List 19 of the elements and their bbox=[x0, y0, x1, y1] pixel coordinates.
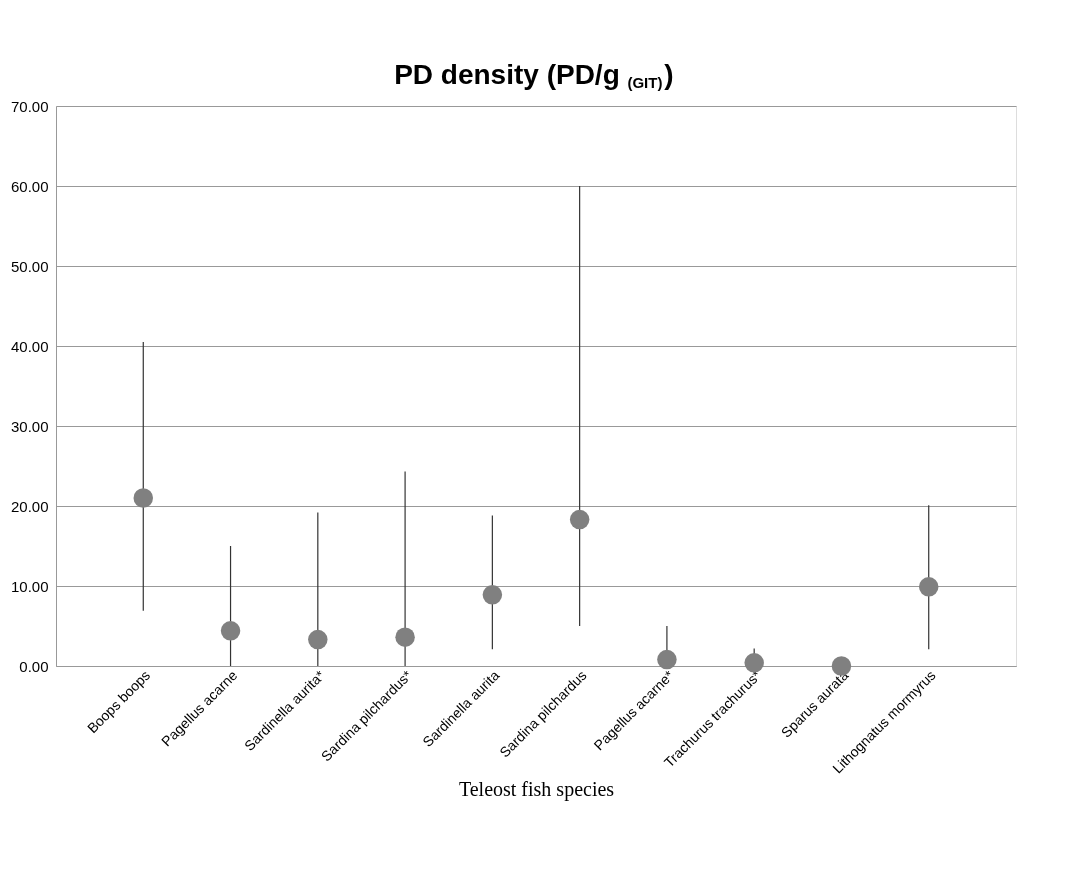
y-tick-label: 40.00 bbox=[10, 337, 49, 355]
point bbox=[395, 627, 415, 647]
point bbox=[918, 577, 939, 597]
point bbox=[133, 488, 154, 508]
point bbox=[831, 656, 852, 676]
y-tick-label: 0.00 bbox=[19, 657, 49, 675]
y-tick-label: 20.00 bbox=[10, 497, 49, 515]
point bbox=[657, 649, 677, 670]
point bbox=[482, 585, 503, 605]
y-tick-label: 70.00 bbox=[10, 97, 49, 115]
point bbox=[744, 653, 764, 673]
x-axis-title: Teleost fish species bbox=[458, 778, 615, 802]
point bbox=[308, 629, 328, 650]
y-tick-label: 50.00 bbox=[10, 257, 49, 275]
y-tick-label: 60.00 bbox=[10, 177, 49, 195]
y-tick-label: 10.00 bbox=[10, 577, 49, 595]
point bbox=[569, 509, 590, 530]
point bbox=[220, 621, 241, 641]
y-tick-label: 30.00 bbox=[10, 417, 49, 435]
